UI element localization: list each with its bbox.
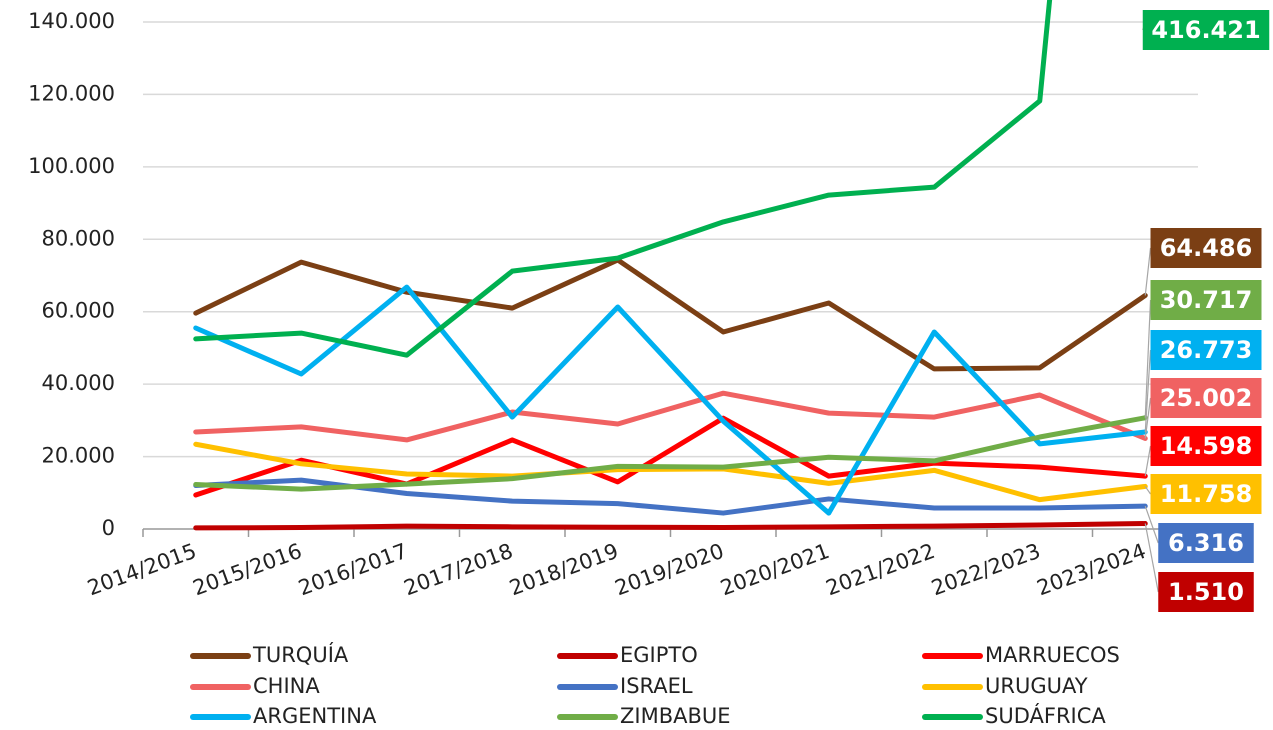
series-line [193, 521, 1148, 531]
leader-line [1144, 486, 1151, 495]
value-label: 26.773 [1160, 336, 1253, 364]
value-label-box [1158, 572, 1254, 612]
value-label: 416.421 [1151, 16, 1260, 44]
value-label: 14.598 [1160, 432, 1253, 460]
value-label-box [1142, 10, 1270, 50]
x-tick-label: 2018/2019 [506, 539, 621, 601]
x-tick-label: 2016/2017 [295, 539, 410, 601]
x-tick-label: 2017/2018 [401, 539, 516, 601]
leader-line [1144, 397, 1152, 439]
value-label: 6.316 [1168, 529, 1244, 557]
y-tick-label: 20.000 [42, 444, 115, 468]
leader-line [1144, 247, 1152, 296]
y-tick-label: 120.000 [28, 81, 115, 105]
x-tick-label: 2014/2015 [84, 539, 199, 601]
y-tick-label: 80.000 [42, 226, 115, 250]
y-tick-label: 140.000 [28, 9, 115, 33]
plot-area [193, 0, 1148, 531]
legend-label: ZIMBABUE [620, 704, 731, 728]
legend-label: EGIPTO [620, 643, 698, 667]
value-label-box [1150, 280, 1262, 320]
value-label: 64.486 [1160, 234, 1253, 262]
y-tick-label: 0 [102, 516, 115, 540]
x-tick-label: 2020/2021 [717, 539, 832, 601]
x-tick-label: 2015/2016 [190, 539, 305, 601]
leader-line [1144, 299, 1152, 418]
series-line [193, 415, 1148, 492]
value-label: 11.758 [1160, 480, 1253, 508]
series-line [193, 0, 1053, 358]
legend-label: MARRUECOS [985, 643, 1120, 667]
value-label-box [1150, 474, 1262, 514]
value-label: 25.002 [1160, 384, 1253, 412]
legend-label: URUGUAY [985, 674, 1088, 698]
value-label-box [1150, 426, 1262, 466]
legend-label: ARGENTINA [253, 704, 377, 728]
leader-line [1144, 445, 1152, 477]
y-tick-label: 60.000 [42, 299, 115, 323]
leader-line [1144, 349, 1152, 433]
series-line [193, 257, 1148, 372]
series-line [193, 415, 1148, 498]
value-label-box [1158, 523, 1254, 563]
series-line [193, 390, 1148, 443]
x-tick-label: 2022/2023 [928, 539, 1043, 601]
x-tick-label: 2021/2022 [823, 539, 938, 601]
legend-label: CHINA [253, 674, 320, 698]
legend-label: SUDÁFRICA [985, 703, 1106, 728]
value-label: 30.717 [1160, 286, 1253, 314]
y-tick-label: 100.000 [28, 154, 115, 178]
legend-label: ISRAEL [620, 674, 693, 698]
value-label-box [1150, 330, 1262, 370]
value-label: 1.510 [1168, 578, 1244, 606]
leader-line [1144, 505, 1159, 544]
series-line [193, 284, 1148, 516]
x-tick-label: 2023/2024 [1034, 539, 1149, 601]
value-label-box [1150, 378, 1262, 418]
y-tick-label: 40.000 [42, 371, 115, 395]
x-tick-label: 2019/2020 [612, 539, 727, 601]
value-label-box [1150, 228, 1262, 268]
leader-line [1144, 523, 1159, 593]
series-line [193, 441, 1148, 503]
legend-label: TURQUÍA [252, 642, 349, 667]
